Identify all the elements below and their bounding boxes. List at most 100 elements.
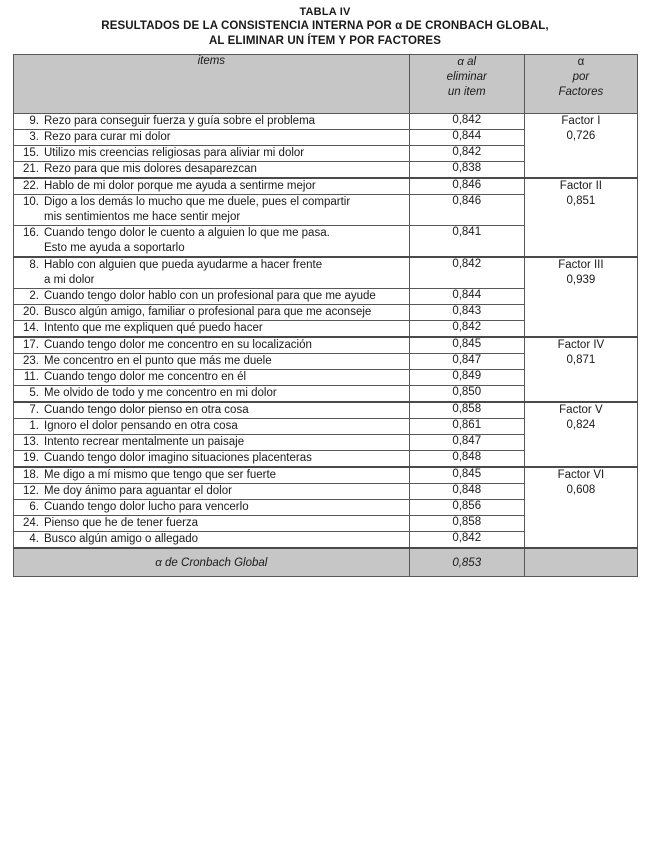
item-text: Me concentro en el punto que más me duel… xyxy=(44,354,409,369)
table-row: 18. Me digo a mí mismo que tengo que ser … xyxy=(13,466,639,549)
alpha-removed-value: 0,850 xyxy=(408,385,525,403)
header-alpha-remove-line3: un item xyxy=(447,86,486,98)
factor-cell: Factor IV 0,871 xyxy=(523,336,639,403)
item-text-line-1: Cuando tengo dolor le cuento a alguien l… xyxy=(44,227,330,239)
alpha-removed-value: 0,843 xyxy=(408,304,525,321)
factor-cell: Factor III 0,939 xyxy=(523,256,639,338)
item-number: 7. xyxy=(29,404,39,416)
item-text: Ignoro el dolor pensando en otra cosa xyxy=(44,419,409,434)
factor-value: 0,824 xyxy=(566,419,596,431)
item-cell: 16. Cuando tengo dolor le cuento a alguie… xyxy=(13,225,410,258)
item-cell: 21. Rezo para que mis dolores desaparezca… xyxy=(13,161,410,179)
item-cell: 13. Intento recrear mentalmente un paisaj… xyxy=(13,434,410,451)
item-cell: 2. Cuando tengo dolor hablo con un profes… xyxy=(13,288,410,305)
table-row: 9. Rezo para conseguir fuerza y guía sobr… xyxy=(13,113,639,179)
item-number: 4. xyxy=(29,533,39,545)
item-cell: 4. Busco algún amigo o allegado xyxy=(13,531,410,549)
table-row: 16. Cuando tengo dolor le cuento a alguie… xyxy=(13,225,638,258)
table-row: 20. Busco algún amigo, familiar o profesi… xyxy=(13,304,638,321)
item-cell: 15. Utilizo mis creencias religiosas para… xyxy=(13,145,410,162)
item-text: Cuando tengo dolor me concentro en él xyxy=(44,370,409,385)
column-header-alpha-factors: α por Factores xyxy=(523,54,639,114)
item-text-line-1: Me digo a mí mismo que tengo que ser fue… xyxy=(44,469,277,481)
factor-name: Factor I xyxy=(561,115,601,127)
global-alpha-label: α de Cronbach Global xyxy=(13,547,410,577)
factor-cell: Factor II 0,851 xyxy=(523,177,639,258)
item-number: 17. xyxy=(23,339,39,351)
column-header-alpha-remove: α al eliminar un item xyxy=(408,54,525,114)
item-cell: 1. Ignoro el dolor pensando en otra cosa xyxy=(13,418,410,435)
item-number: 12. xyxy=(23,485,39,497)
alpha-removed-value: 0,845 xyxy=(408,336,525,354)
item-text-line-1: Cuando tengo dolor pienso en otra cosa xyxy=(44,404,249,416)
item-text: Cuando tengo dolor lucho para vencerlo xyxy=(44,500,409,515)
item-text: Cuando tengo dolor me concentro en su lo… xyxy=(44,338,409,353)
alpha-removed-value: 0,844 xyxy=(408,288,525,305)
item-text-line-1: Intento recrear mentalmente un paisaje xyxy=(44,436,245,448)
item-text: Hablo con alguien que pueda ayudarme a h… xyxy=(44,258,409,288)
item-text: Cuando tengo dolor hablo con un profesio… xyxy=(44,289,409,304)
item-number: 10. xyxy=(23,196,39,208)
column-header-items: items xyxy=(13,54,410,114)
alpha-removed-value: 0,847 xyxy=(408,434,525,451)
item-text-line-1: Cuando tengo dolor me concentro en su lo… xyxy=(44,339,312,351)
item-text-line-1: Intento que me expliquen qué puedo hacer xyxy=(44,322,263,334)
table-row: 5. Me olvido de todo y me concentro en mi… xyxy=(13,385,638,403)
item-number: 20. xyxy=(23,306,39,318)
item-number: 21. xyxy=(23,163,39,175)
alpha-removed-value: 0,844 xyxy=(408,129,525,146)
item-text-line-1: Hablo de mi dolor porque me ayuda a sent… xyxy=(44,180,316,192)
factor-name: Factor III xyxy=(558,259,604,271)
factor-cell: Factor I 0,726 xyxy=(523,113,639,179)
item-text-line-1: Busco algún amigo, familiar o profesiona… xyxy=(44,306,372,318)
item-cell: 10. Digo a los demás lo mucho que me duel… xyxy=(13,194,410,226)
global-alpha-value: 0,853 xyxy=(408,547,525,577)
item-number: 15. xyxy=(23,147,39,159)
alpha-removed-value: 0,842 xyxy=(408,531,525,549)
factor-value: 0,939 xyxy=(566,274,596,286)
item-text-line-1: Rezo para que mis dolores desaparezcan xyxy=(44,163,257,175)
alpha-removed-value: 0,842 xyxy=(408,113,525,130)
item-cell: 22. Hablo de mi dolor porque me ayuda a s… xyxy=(13,177,410,195)
table-title-line-1: RESULTADOS DE LA CONSISTENCIA INTERNA PO… xyxy=(101,20,549,32)
table-title-line-2: AL ELIMINAR UN ÍTEM Y POR FACTORES xyxy=(209,34,441,47)
table-row: 13. Intento recrear mentalmente un paisaj… xyxy=(13,434,638,451)
alpha-removed-value: 0,858 xyxy=(408,401,525,419)
table-row: 11. Cuando tengo dolor me concentro en él… xyxy=(13,369,638,386)
header-alpha-factors-line3: Factores xyxy=(558,86,604,98)
item-text-line-1: Digo a los demás lo mucho que me duele, … xyxy=(44,196,351,208)
factor-name: Factor V xyxy=(559,404,603,416)
item-number: 9. xyxy=(29,115,39,127)
item-number: 13. xyxy=(23,436,39,448)
alpha-removed-value: 0,845 xyxy=(408,466,525,484)
item-number: 8. xyxy=(29,259,39,271)
item-number: 16. xyxy=(23,227,39,239)
factor-value: 0,851 xyxy=(566,195,596,207)
item-cell: 8. Hablo con alguien que pueda ayudarme a… xyxy=(13,256,410,289)
item-number: 23. xyxy=(23,355,39,367)
alpha-removed-value: 0,848 xyxy=(408,483,525,500)
item-text: Rezo para conseguir fuerza y guía sobre … xyxy=(44,114,409,129)
item-text: Me doy ánimo para aguantar el dolor xyxy=(44,484,409,499)
alpha-removed-value: 0,846 xyxy=(408,194,525,226)
item-text: Cuando tengo dolor pienso en otra cosa xyxy=(44,403,409,418)
item-text: Pienso que he de tener fuerza xyxy=(44,516,409,531)
header-row: items α al eliminar un item α por Factor… xyxy=(13,54,639,114)
factor-cell: Factor V 0,824 xyxy=(523,401,639,468)
item-number: 5. xyxy=(29,387,39,399)
item-text: Me olvido de todo y me concentro en mi d… xyxy=(44,386,409,401)
table-row: 17. Cuando tengo dolor me concentro en su… xyxy=(13,336,639,403)
alpha-removed-value: 0,849 xyxy=(408,369,525,386)
table-body: 9. Rezo para conseguir fuerza y guía sobr… xyxy=(13,113,639,577)
item-text: Rezo para que mis dolores desaparezcan xyxy=(44,162,409,177)
header-alpha-factors-line1: α xyxy=(577,56,585,68)
table-row: 15. Utilizo mis creencias religiosas para… xyxy=(13,145,638,162)
table-number-label: TABLA IV xyxy=(299,6,351,18)
item-cell: 18. Me digo a mí mismo que tengo que ser … xyxy=(13,466,410,484)
item-text-line-1: Cuando tengo dolor imagino situaciones p… xyxy=(44,452,312,464)
factor-value: 0,726 xyxy=(566,130,596,142)
item-text-line-2: Esto me ayuda a soportarlo xyxy=(44,242,185,254)
item-number: 19. xyxy=(23,452,39,464)
table-row: 22. Hablo de mi dolor porque me ayuda a s… xyxy=(13,177,639,258)
factor-name: Factor VI xyxy=(557,469,605,481)
